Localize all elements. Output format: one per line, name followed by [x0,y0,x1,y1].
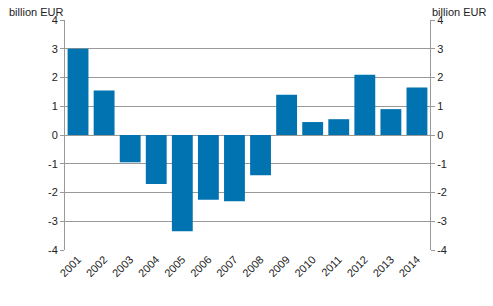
svg-text:2014: 2014 [396,253,422,279]
svg-text:2011: 2011 [319,253,344,278]
svg-text:2013: 2013 [370,253,396,279]
svg-text:2004: 2004 [136,253,162,279]
svg-text:2010: 2010 [292,253,318,279]
svg-text:0: 0 [437,129,443,141]
svg-text:0: 0 [52,129,58,141]
svg-text:billion EUR: billion EUR [432,6,486,18]
svg-text:2002: 2002 [84,253,110,279]
svg-text:2006: 2006 [188,253,214,279]
svg-text:2005: 2005 [162,253,188,279]
svg-text:1: 1 [52,100,58,112]
svg-text:2001: 2001 [58,253,84,279]
svg-text:1: 1 [437,100,443,112]
svg-text:2007: 2007 [214,253,240,279]
svg-text:2008: 2008 [240,253,266,279]
svg-text:2009: 2009 [266,253,292,279]
svg-text:4: 4 [437,14,443,26]
svg-text:2003: 2003 [110,253,136,279]
svg-text:-3: -3 [48,215,58,227]
svg-text:3: 3 [52,43,58,55]
svg-text:-3: -3 [437,215,447,227]
svg-text:3: 3 [437,43,443,55]
svg-text:-4: -4 [48,244,58,256]
svg-text:4: 4 [52,14,58,26]
svg-text:-2: -2 [48,186,58,198]
svg-text:2: 2 [437,71,443,83]
svg-text:-4: -4 [437,244,447,256]
svg-text:-1: -1 [437,158,447,170]
svg-text:-1: -1 [48,158,58,170]
svg-text:-2: -2 [437,186,447,198]
svg-text:billion EUR: billion EUR [9,6,63,18]
svg-text:2012: 2012 [344,253,370,279]
svg-text:2: 2 [52,71,58,83]
